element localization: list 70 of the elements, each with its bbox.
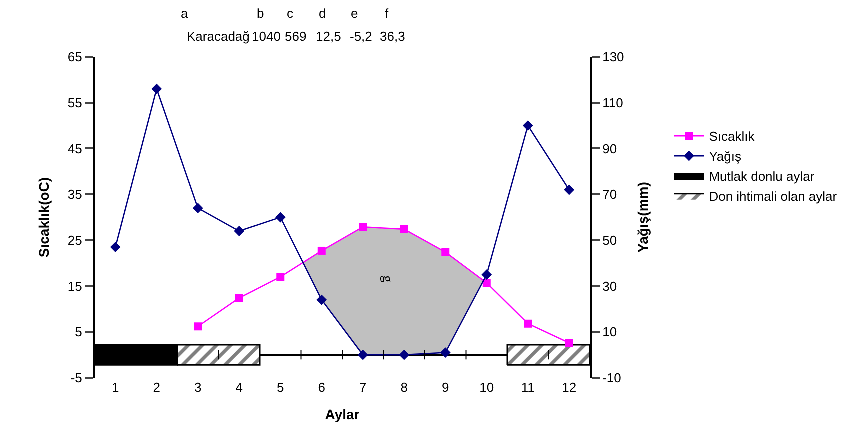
y2-tick-label: 30 bbox=[602, 278, 618, 294]
point bbox=[400, 225, 408, 234]
text: e bbox=[351, 6, 358, 21]
point bbox=[275, 212, 286, 223]
point bbox=[194, 322, 202, 331]
legend-label: Don ihtimali olan aylar bbox=[709, 188, 838, 204]
x-tick-label: 6 bbox=[318, 380, 326, 395]
y2-tick-label: -10 bbox=[602, 370, 622, 386]
text: b bbox=[257, 6, 264, 21]
y2-tick-label: 110 bbox=[602, 95, 624, 110]
point bbox=[110, 242, 121, 253]
x-tick-label: 11 bbox=[521, 380, 535, 395]
point bbox=[152, 84, 162, 94]
point bbox=[234, 226, 245, 236]
point bbox=[276, 273, 285, 282]
y2-tick-label: 70 bbox=[602, 187, 618, 202]
y-tick-label: 35 bbox=[68, 187, 82, 202]
y-axis-title: Sıcaklık(oC) bbox=[36, 177, 52, 258]
point bbox=[482, 270, 492, 280]
legend-label: Sıcaklık bbox=[709, 129, 756, 144]
legend-label: Yağış bbox=[709, 149, 742, 164]
y-tick-label: 45 bbox=[68, 141, 82, 156]
text: 12,5 bbox=[316, 29, 342, 44]
x-tick-label: 5 bbox=[277, 380, 284, 395]
y-tick-label: 15 bbox=[68, 278, 82, 294]
x-tick-label: 9 bbox=[442, 380, 450, 395]
point bbox=[482, 279, 491, 288]
point bbox=[565, 339, 574, 348]
point bbox=[522, 120, 534, 131]
y2-tick-label: 90 bbox=[602, 141, 618, 156]
point bbox=[524, 320, 532, 328]
text: f bbox=[385, 6, 389, 21]
point bbox=[399, 350, 410, 360]
y2-tick-label: 10 bbox=[602, 324, 618, 340]
y-tick-label: 65 bbox=[68, 50, 82, 65]
legend-label: Mutlak donlu aylar bbox=[709, 169, 816, 184]
x-tick-label: 2 bbox=[153, 380, 160, 395]
point bbox=[359, 223, 368, 232]
text: -5,2 bbox=[350, 29, 372, 44]
y2-tick-label: 130 bbox=[602, 50, 624, 65]
x-tick-label: 7 bbox=[360, 380, 367, 395]
y-tick-label: 5 bbox=[75, 324, 82, 340]
y-tick-label: -5 bbox=[70, 370, 82, 386]
point bbox=[440, 348, 451, 358]
point bbox=[358, 350, 368, 360]
text: Karacadağ bbox=[187, 29, 250, 44]
x-axis-title: Aylar bbox=[325, 406, 360, 422]
x-tick-label: 4 bbox=[236, 380, 243, 395]
y-tick-label: 25 bbox=[68, 232, 82, 248]
point bbox=[564, 184, 575, 196]
point bbox=[235, 294, 244, 302]
text: a bbox=[181, 6, 189, 21]
x-tick-label: 8 bbox=[400, 380, 408, 395]
text: 569 bbox=[285, 29, 307, 44]
text: 36,3 bbox=[380, 29, 406, 44]
text: c bbox=[287, 6, 294, 21]
point bbox=[316, 294, 328, 306]
text: 1040 bbox=[252, 29, 281, 44]
point bbox=[192, 203, 204, 214]
text: d bbox=[319, 6, 326, 21]
x-tick-label: 3 bbox=[194, 380, 202, 395]
x-tick-label: 12 bbox=[562, 380, 577, 395]
point bbox=[442, 248, 450, 256]
annotation: g bbox=[380, 276, 395, 283]
y2-tick-label: 50 bbox=[602, 232, 618, 248]
x-tick-label: 10 bbox=[480, 380, 494, 395]
x-tick-label: 1 bbox=[112, 380, 120, 395]
y2-axis-title: Yağış(mm) bbox=[635, 182, 652, 253]
y-tick-label: 55 bbox=[68, 95, 82, 110]
point bbox=[318, 246, 326, 255]
